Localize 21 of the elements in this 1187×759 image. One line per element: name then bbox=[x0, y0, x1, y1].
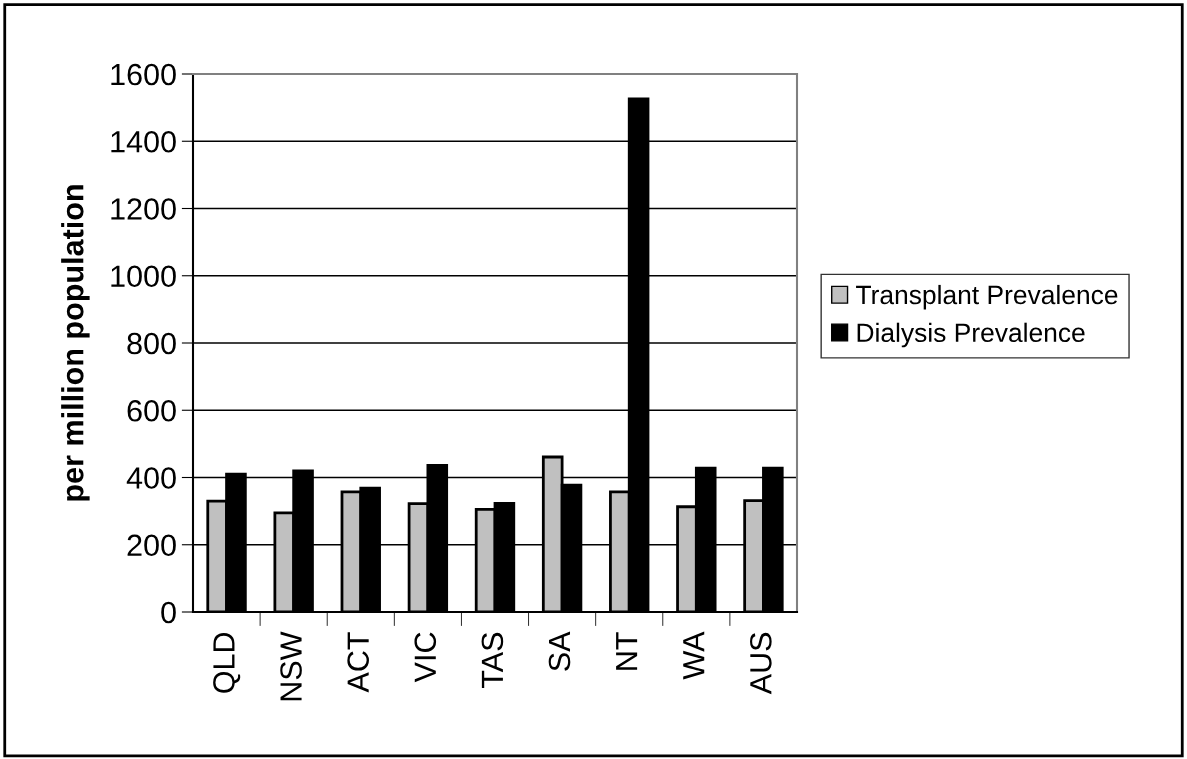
y-tick-label: 1400 bbox=[111, 130, 176, 153]
y-tick-label: 200 bbox=[127, 534, 176, 557]
x-tick-label: VIC bbox=[414, 632, 437, 683]
legend-label: Dialysis Prevalence bbox=[857, 322, 1085, 348]
y-axis-title: per million population bbox=[61, 185, 90, 501]
x-tick-label: NSW bbox=[280, 631, 302, 701]
y-tick-label: 1000 bbox=[111, 265, 176, 288]
x-tick-label: QLD bbox=[213, 632, 241, 693]
y-tick-label: 1600 bbox=[111, 63, 176, 86]
x-tick-label: TAS bbox=[481, 632, 504, 688]
y-tick-label: 800 bbox=[127, 332, 176, 355]
x-tick-label: SA bbox=[548, 631, 571, 671]
y-tick-label: 600 bbox=[127, 399, 176, 422]
legend-label: Transplant Prevalence bbox=[856, 284, 1118, 310]
y-tick-label: 1200 bbox=[111, 198, 176, 220]
x-tick-label: WA bbox=[683, 631, 705, 680]
y-tick-label: 0 bbox=[161, 601, 176, 624]
y-tick-label: 400 bbox=[126, 467, 176, 489]
x-tick-label: ACT bbox=[347, 632, 369, 693]
x-tick-label: AUS bbox=[750, 632, 772, 695]
x-tick-label: NT bbox=[616, 632, 638, 670]
